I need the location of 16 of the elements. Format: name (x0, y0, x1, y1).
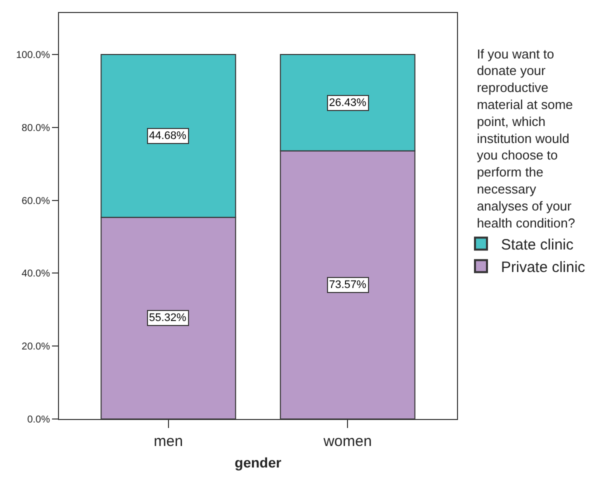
data-label: 44.68% (149, 130, 187, 142)
y-tick-label: 60.0% (22, 196, 50, 207)
x-tick-label: women (322, 433, 372, 450)
data-label: 73.57% (329, 279, 367, 291)
y-tick-label: 20.0% (22, 342, 50, 353)
legend-label: State clinic (500, 236, 574, 254)
y-tick-label: 80.0% (22, 122, 50, 134)
x-tick-label: men (154, 433, 183, 450)
data-label: 55.32% (149, 312, 187, 324)
text: If you want to donate your reproductive material at some point, which institution would you choose to perform the necessary analyses of your health condition? (476, 46, 576, 230)
data-label: 26.43% (329, 97, 367, 109)
y-tick-label: 40.0% (22, 268, 50, 280)
legend-label: Private clinic (500, 258, 586, 276)
y-tick-label: 0.0% (27, 414, 50, 426)
y-tick-label: 100.0% (16, 50, 50, 62)
x-axis-title: gender (234, 454, 282, 470)
